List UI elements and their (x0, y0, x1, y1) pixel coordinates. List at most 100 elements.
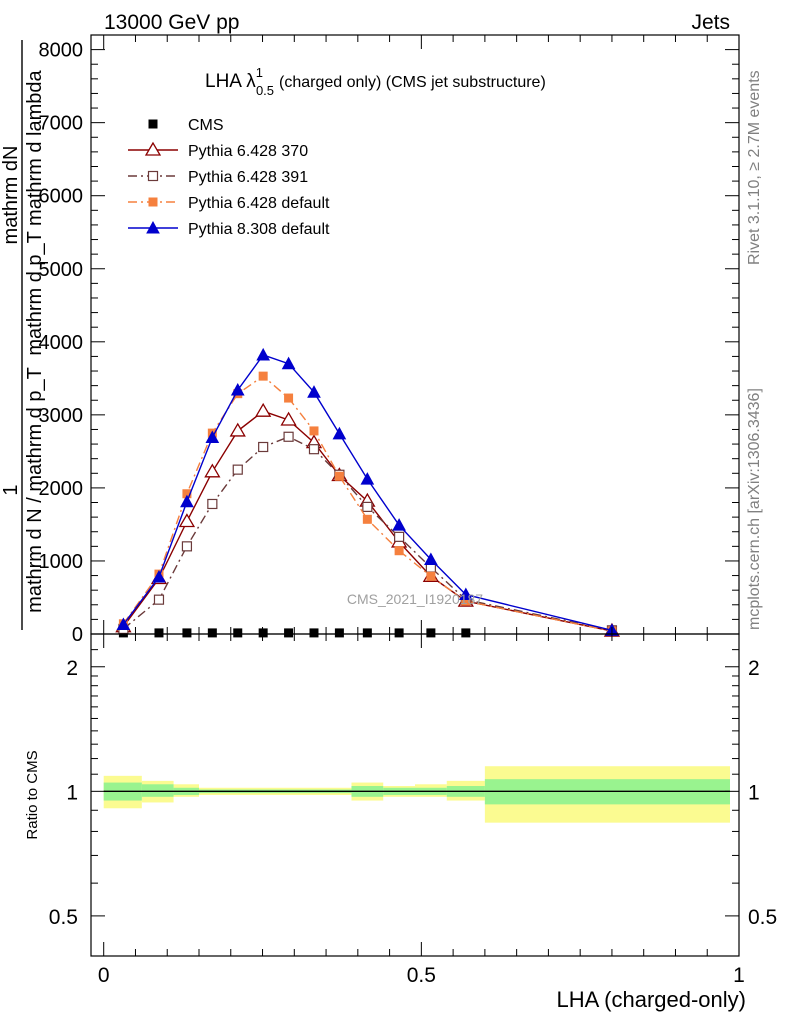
legend-entry: Pythia 6.428 391 (128, 169, 308, 186)
data-point (334, 471, 344, 481)
data-point (256, 347, 271, 361)
ratio-ytick-label: 2 (66, 657, 78, 680)
data-point (233, 628, 243, 638)
ylabel-numerator: mathrm dN (0, 146, 22, 245)
legend-entry: Pythia 6.428 370 (128, 141, 308, 160)
data-point (458, 587, 473, 601)
legend-label: Pythia 6.428 default (188, 195, 330, 212)
data-point (230, 382, 245, 396)
data-point (258, 628, 268, 638)
data-point (281, 356, 296, 370)
legend-entry: Pythia 8.308 default (128, 220, 330, 238)
main-axes: 0 1000 2000 3000 4000 5000 6000 7000 8000 (39, 35, 740, 646)
mcplots-label: mcplots.cern.ch [arXiv:1306.3436] (746, 388, 763, 630)
title-subscript: 0.5 (256, 83, 274, 98)
data-point (116, 617, 131, 631)
data-point (181, 541, 193, 552)
data-point (154, 628, 164, 638)
ratio-ytick-label-right: 1 (748, 781, 760, 804)
title-superscript: 1 (256, 65, 263, 80)
ratio-ylabel: Ratio to CMS (24, 750, 41, 839)
data-point (360, 472, 375, 485)
data-point (307, 385, 321, 398)
data-point (232, 464, 243, 475)
main-ytick-label: 4000 (39, 332, 84, 354)
data-point (258, 371, 268, 381)
series-line (122, 354, 613, 631)
watermark: CMS_2021_I1920187 (347, 591, 483, 607)
data-point (309, 628, 319, 638)
data-point (255, 402, 272, 417)
main-marks (115, 347, 621, 638)
main-ytick-label: 6000 (39, 186, 84, 208)
data-point (308, 444, 320, 455)
data-point (461, 628, 471, 638)
data-point (394, 628, 404, 638)
data-point (284, 628, 294, 638)
xlabel: LHA (charged-only) (556, 987, 746, 1012)
series-line (122, 375, 613, 632)
main-ytick-label: 3000 (39, 405, 84, 427)
ratio-ytick-label-right: 2 (748, 657, 760, 680)
ylabel-numerator-2: mathrm d p_T mathrm d lambda (24, 69, 46, 355)
header-right: Jets (691, 11, 730, 34)
data-point (424, 552, 438, 565)
data-point (207, 628, 217, 638)
data-point (283, 431, 294, 442)
data-point (362, 501, 373, 512)
xtick-label: 1 (733, 964, 745, 987)
data-point (332, 426, 347, 440)
ratio-band-inner (141, 784, 174, 797)
series-line (122, 436, 613, 631)
legend-label: Pythia 8.308 default (188, 221, 330, 238)
data-point (362, 514, 372, 524)
ratio-ytick-label: 1 (66, 781, 78, 804)
main-ytick-label: 0 (72, 624, 83, 646)
xtick-label: 0.5 (407, 964, 436, 987)
data-point (426, 628, 436, 638)
legend: CMS Pythia 6.428 370 Pythia 6.428 391 Pythi… (128, 117, 330, 238)
data-point (280, 411, 297, 426)
title-main: LHA λ (205, 71, 256, 92)
ratio-frame (90, 633, 740, 957)
main-ytick-label: 2000 (39, 478, 84, 500)
data-point (178, 513, 196, 528)
data-point (180, 494, 194, 508)
legend-label: Pythia 6.428 391 (188, 169, 308, 186)
data-point (229, 422, 246, 437)
data-point (394, 546, 404, 556)
data-point (152, 569, 166, 583)
ylabel-one: 1 (0, 484, 22, 495)
data-point (309, 426, 319, 436)
rivet-label: Rivet 3.1.10, ≥ 2.7M events (746, 70, 763, 265)
data-point (204, 463, 221, 478)
data-point (153, 594, 165, 605)
ratio-panel: 0.5 0.5 1 1 2 2 0 0.5 1 Ratio to CMS LHA (charge… (24, 633, 777, 1012)
legend-marker (146, 220, 160, 234)
legend-marker (144, 141, 162, 156)
legend-entry: CMS (148, 117, 224, 134)
series-0 (118, 628, 471, 638)
ratio-axes: 0.5 0.5 1 1 2 2 0 0.5 1 (49, 634, 777, 987)
data-point (394, 531, 405, 542)
legend-marker (148, 197, 158, 207)
ratio-ytick-label-right: 0.5 (748, 906, 777, 929)
series-4 (116, 347, 619, 636)
data-point (426, 571, 436, 581)
legend-entry: Pythia 6.428 default (128, 195, 330, 212)
main-ytick-label: 8000 (39, 40, 84, 62)
data-point (205, 430, 220, 443)
ratio-bands (103, 766, 730, 823)
legend-label: Pythia 6.428 370 (188, 143, 308, 160)
title-rest: (charged only) (CMS jet substructure) (279, 74, 546, 91)
data-point (258, 441, 269, 453)
data-point (207, 498, 218, 510)
legend-label: CMS (188, 117, 224, 134)
main-ytick-label: 7000 (39, 113, 84, 135)
data-point (284, 393, 294, 403)
main-ytick-label: 1000 (39, 551, 84, 573)
main-title: LHA λ1 0.5 (charged only) (CMS jet substru… (205, 65, 546, 98)
header-left: 13000 GeV pp (104, 11, 239, 34)
xtick-label: 0 (98, 964, 110, 987)
ylabel-denominator: mathrm d N / mathrm d p_T (24, 367, 46, 613)
